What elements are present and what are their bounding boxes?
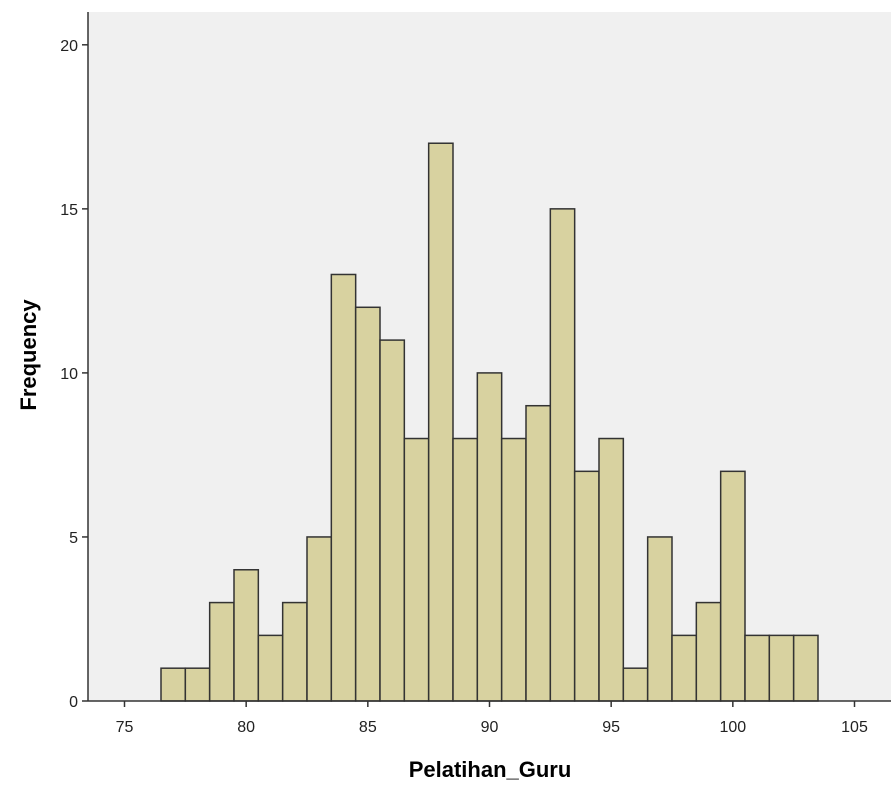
histogram-bar-82 [281,601,308,702]
y-tick-label-10: 10 [60,366,78,383]
y-tick-label-5: 5 [69,530,78,547]
histogram-bar-91 [500,437,527,702]
histogram-bar-89 [452,437,479,702]
histogram-bar-100 [719,470,746,702]
y-tick-label-15: 15 [60,202,78,219]
bars-group [160,142,819,702]
histogram-bar-96 [622,667,649,702]
histogram-bar-87 [403,437,430,702]
histogram-bar-83 [306,536,333,702]
x-axis-ticks: 75 80 85 90 95 100 105 [116,701,868,736]
x-tick-label-80: 80 [237,719,255,736]
histogram-bar-81 [257,634,284,702]
y-tick-label-0: 0 [69,694,78,711]
histogram-bar-77 [160,667,187,702]
histogram-bar-97 [646,536,673,702]
histogram-bar-92 [525,404,552,702]
histogram-bar-101 [744,634,771,702]
y-tick-label-20: 20 [60,38,78,55]
histogram-bar-86 [379,339,406,702]
histogram-bar-98 [671,634,698,702]
histogram-bar-102 [768,634,795,702]
x-tick-label-85: 85 [359,719,377,736]
histogram-bar-80 [233,569,260,702]
histogram-bar-88 [427,142,454,702]
x-tick-label-100: 100 [719,719,746,736]
histogram-bar-90 [476,372,503,702]
histogram-bar-78 [184,667,211,702]
x-tick-label-105: 105 [841,719,868,736]
y-axis-ticks: 0 5 10 15 20 [60,38,88,711]
x-axis-title: Pelatihan_Guru [409,757,572,782]
histogram-bar-79 [208,601,235,702]
histogram-bar-85 [354,306,381,702]
histogram-bar-103 [792,634,819,702]
histogram-bar-95 [598,437,625,702]
histogram-bar-99 [695,601,722,702]
x-tick-label-90: 90 [481,719,499,736]
histogram-bar-84 [330,273,357,702]
x-tick-label-75: 75 [116,719,134,736]
x-tick-label-95: 95 [602,719,620,736]
y-axis-title: Frequency [16,299,41,411]
histogram-bar-93 [549,208,576,702]
histogram-bar-94 [573,470,600,702]
